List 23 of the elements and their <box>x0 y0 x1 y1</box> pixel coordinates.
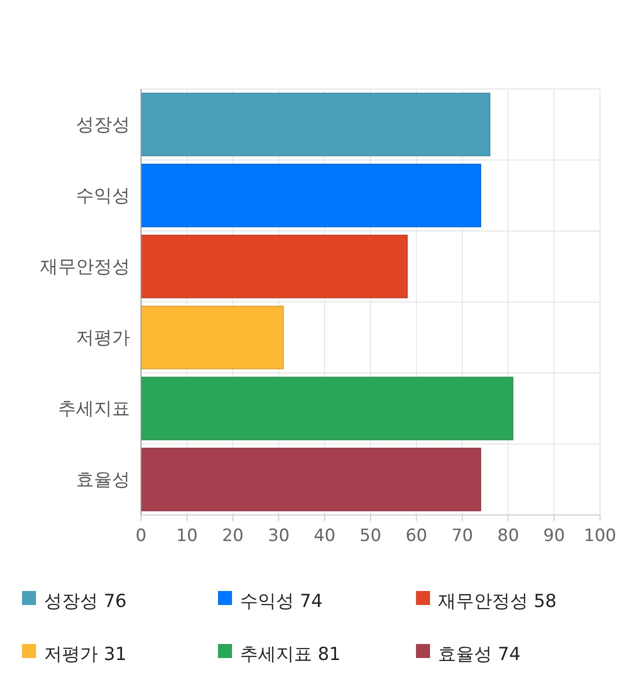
y-tick-label: 효율성 <box>76 470 130 490</box>
legend-label: 수익성 74 <box>240 591 323 612</box>
y-tick-label: 성장성 <box>76 114 130 136</box>
x-tick-label: 50 <box>360 526 382 546</box>
y-tick-label: 추세지표 <box>58 398 130 420</box>
x-tick-label: 10 <box>176 526 198 546</box>
legend-label: 저평가 31 <box>44 644 127 665</box>
y-tick-label: 재무안정성 <box>40 256 130 278</box>
x-tick-label: 90 <box>543 526 565 546</box>
x-tick-label: 80 <box>497 526 520 546</box>
legend-label: 추세지표 81 <box>240 644 341 665</box>
x-tick-label: 70 <box>451 526 474 546</box>
y-tick-label: 수익성 <box>76 186 130 206</box>
x-tick-label: 30 <box>268 526 290 546</box>
legend-label: 효율성 74 <box>438 644 521 665</box>
legend-label: 재무안정성 58 <box>438 591 557 612</box>
x-tick-label: 20 <box>222 526 244 546</box>
legend-label: 성장성 76 <box>44 591 127 612</box>
y-tick-label: 저평가 <box>76 328 130 348</box>
x-tick-label: 60 <box>406 526 428 546</box>
x-tick-label: 0 <box>136 526 146 546</box>
x-tick-label: 100 <box>584 526 616 546</box>
x-tick-label: 40 <box>314 526 336 546</box>
